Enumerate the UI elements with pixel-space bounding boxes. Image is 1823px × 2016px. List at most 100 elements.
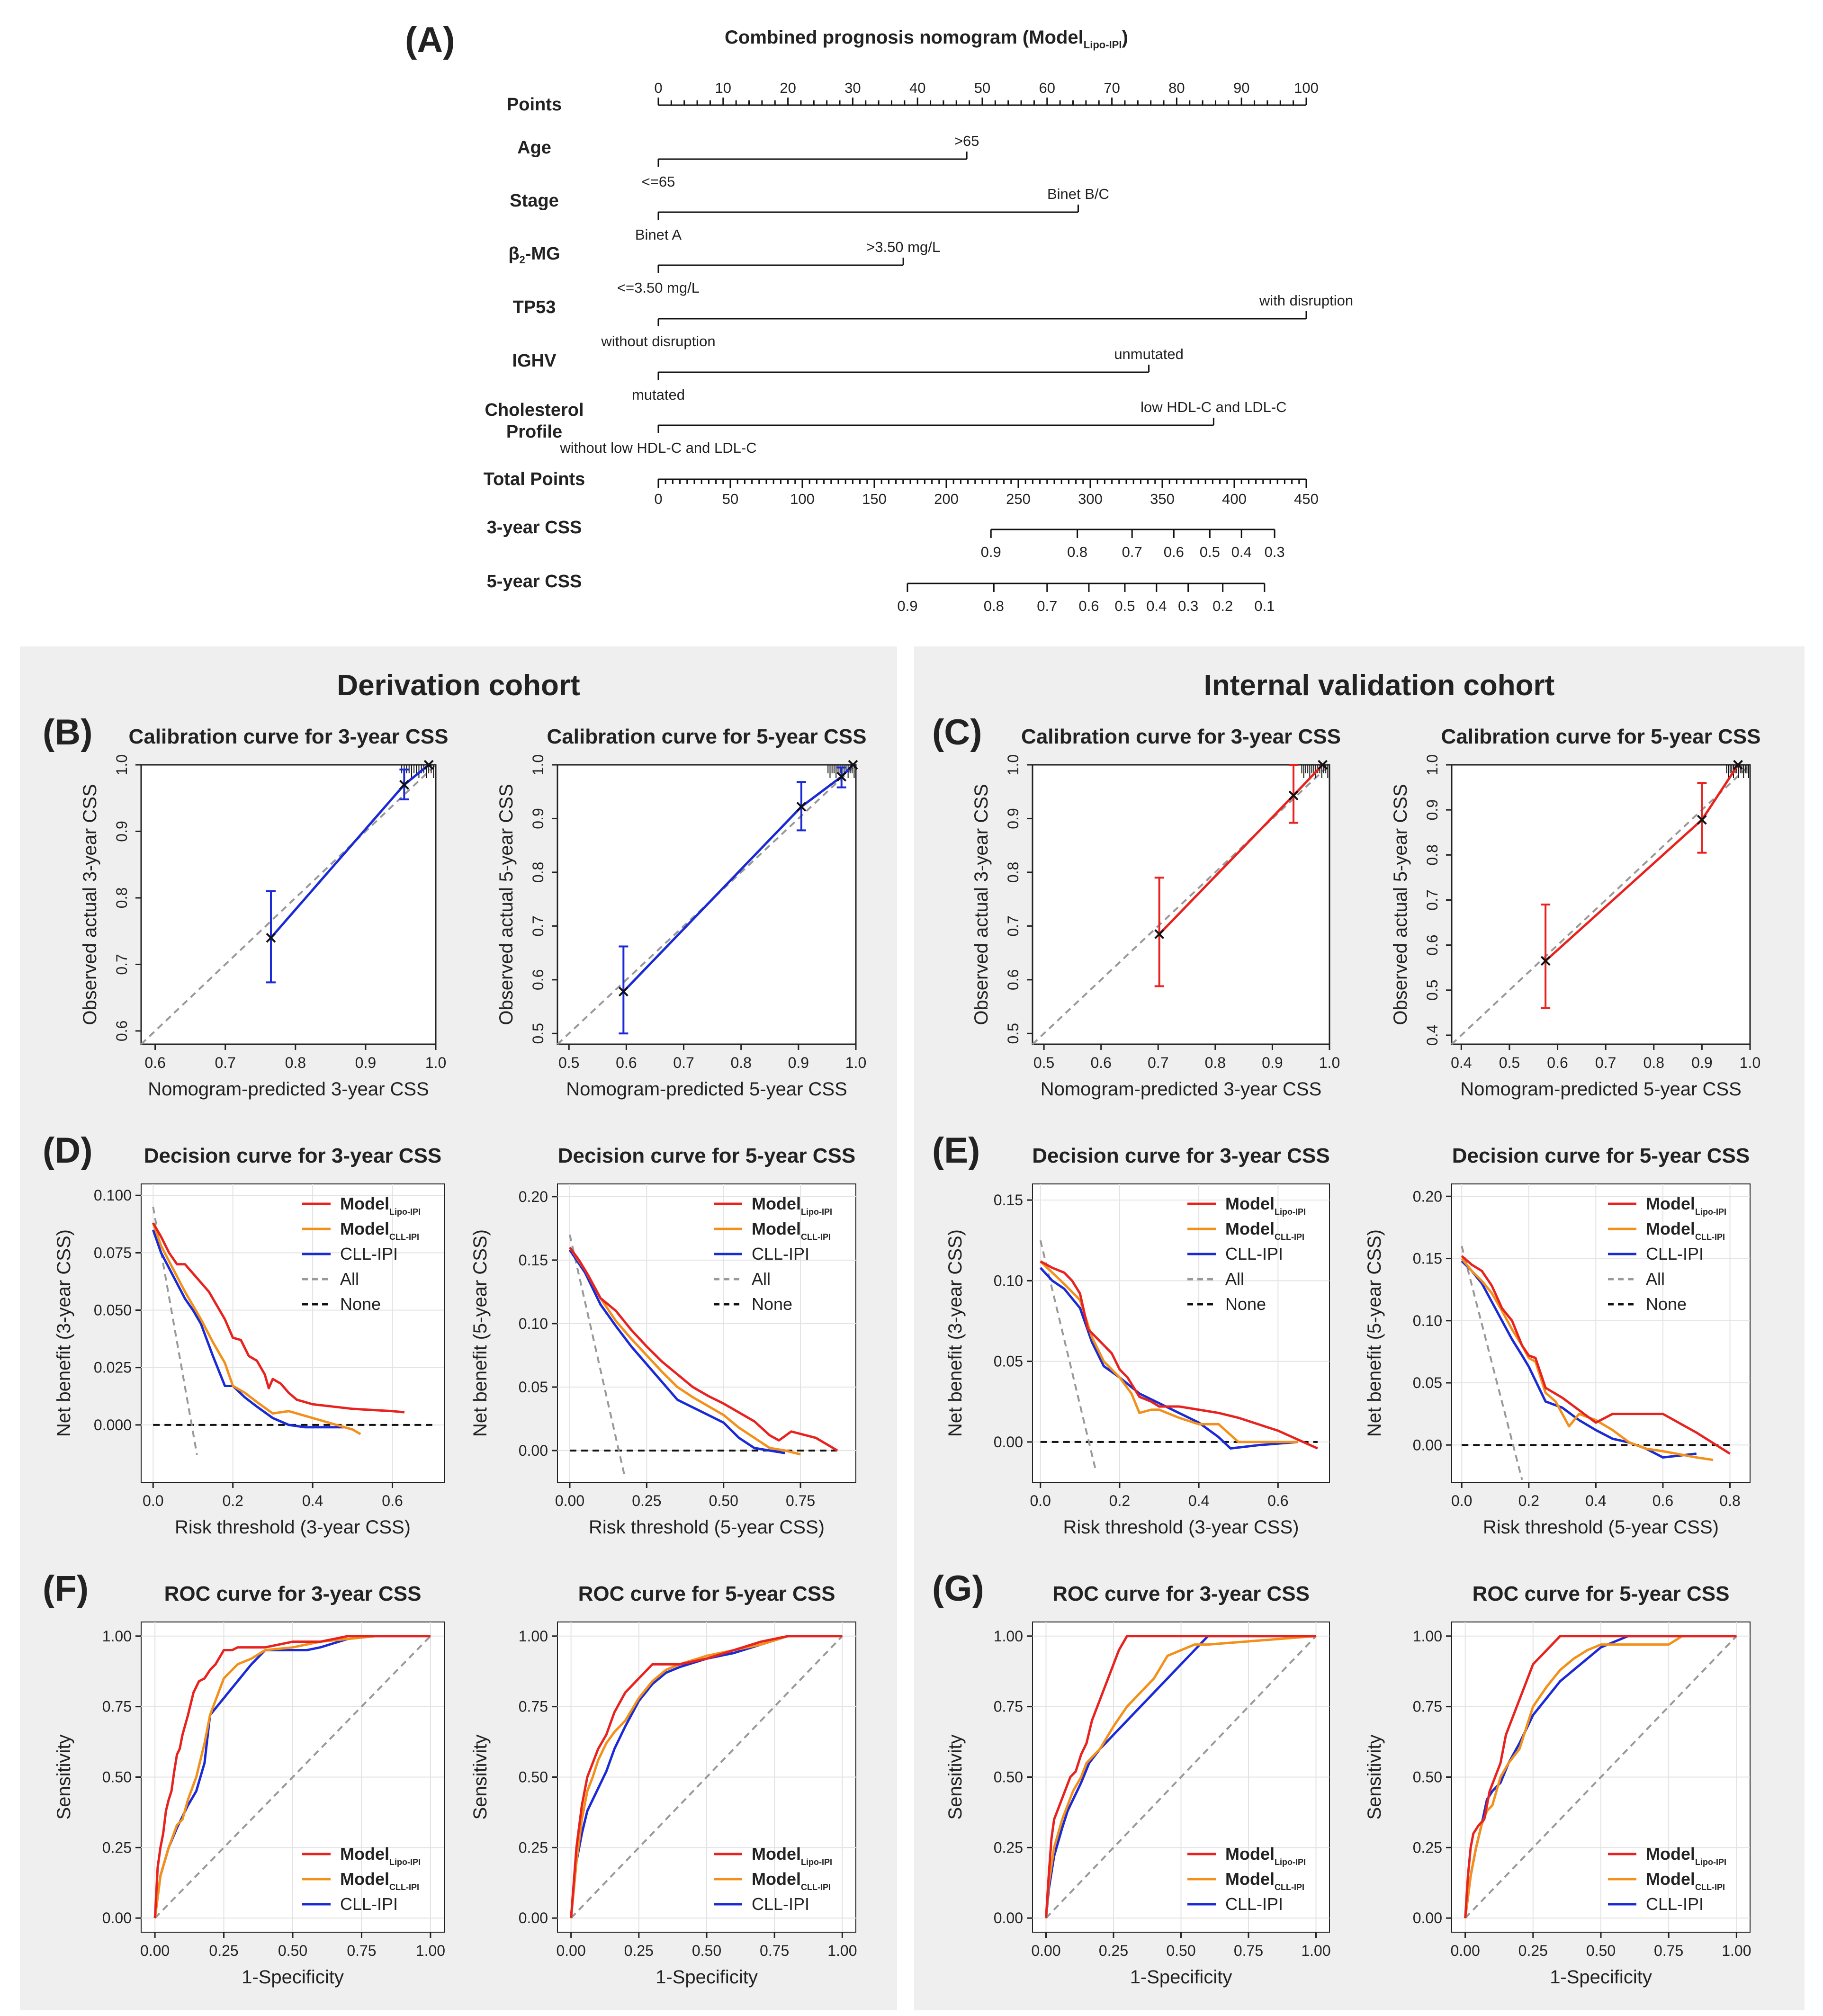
series-line-diagonal xyxy=(570,1635,843,1919)
chart-d2: Decision curve for 5-year CSS 0.00 0.25 0.5… xyxy=(470,1144,856,1538)
x-tick-label: 0.6 xyxy=(616,1054,637,1071)
y-tick-label: 0.15 xyxy=(519,1252,548,1269)
y-axis-label: Net benefit (5-year CSS) xyxy=(470,1229,491,1437)
x-tick-label: 0.4 xyxy=(1188,1492,1209,1509)
y-tick-label: 0.100 xyxy=(94,1187,132,1204)
legend-label-model-lipo-ipi: ModelLipo-IPI xyxy=(340,1194,421,1217)
y-tick-label: 0.7 xyxy=(1424,889,1441,910)
x-tick-label: 0.25 xyxy=(1099,1942,1128,1959)
model-word: Model xyxy=(1646,1219,1695,1238)
y-tick-label: 0.05 xyxy=(519,1379,548,1396)
x-tick-label: 0.9 xyxy=(1262,1054,1283,1071)
y-axis-label: Sensitivity xyxy=(470,1734,491,1819)
calibration-point xyxy=(266,932,276,943)
y-tick-label: 0.10 xyxy=(994,1272,1023,1289)
plot-area xyxy=(140,764,437,1045)
row-level-low: mutated xyxy=(632,386,685,403)
model-word: Model xyxy=(1225,1869,1275,1889)
y-tick-label: 0.00 xyxy=(519,1442,548,1459)
model-word: Model xyxy=(1646,1194,1695,1213)
x-tick-label: 0.00 xyxy=(1031,1942,1060,1959)
model-word: Model xyxy=(1225,1194,1275,1213)
css-tick-label: 0.5 xyxy=(1114,598,1135,614)
chart-title: ROC curve for 5-year CSS xyxy=(578,1582,835,1605)
y-axis-label: Observed actual 3-year CSS xyxy=(971,784,992,1025)
y-tick-label: 0.00 xyxy=(102,1909,132,1926)
y-tick-label: 0.8 xyxy=(1005,862,1022,883)
legend-label-all: All xyxy=(1225,1269,1244,1289)
y-tick-label: 0.75 xyxy=(102,1698,132,1715)
y-axis-label: Observed actual 3-year CSS xyxy=(80,784,100,1025)
y-tick-label: 0.10 xyxy=(519,1315,548,1332)
x-tick-label: 0.50 xyxy=(1166,1942,1195,1959)
row-level-high: low HDL-C and LDL-C xyxy=(1140,399,1286,415)
legend-label-model-lipo-ipi: ModelLipo-IPI xyxy=(340,1844,421,1867)
y-tick-label: 0.50 xyxy=(1413,1769,1442,1786)
series-line-cll-ipi xyxy=(1045,1635,1316,1918)
css-tick-label: 0.9 xyxy=(897,598,917,614)
chart-e1: Decision curve for 3-year CSS 0.0 0.2 0.4 0.… xyxy=(945,1144,1330,1538)
x-axis-label: Risk threshold (5-year CSS) xyxy=(1483,1517,1719,1538)
points-tick-label: 20 xyxy=(780,80,796,96)
chart-title: Calibration curve for 3-year CSS xyxy=(1021,725,1341,748)
model-word: Model xyxy=(1225,1844,1275,1864)
legend-label-model-cll-ipi: ModelCLL-IPI xyxy=(1225,1869,1304,1892)
y-tick-label: 0.25 xyxy=(994,1839,1023,1856)
nomogram-title-part: Combined prognosis nomogram ( xyxy=(725,27,1029,48)
series-line-diagonal xyxy=(1045,1635,1317,1919)
total-tick-label: 50 xyxy=(722,491,738,507)
y-tick-label: 1.0 xyxy=(113,754,130,775)
series-line-diagonal xyxy=(154,1635,431,1919)
legend-label-none: None xyxy=(752,1294,792,1314)
y-tick-label: 1.00 xyxy=(102,1628,132,1645)
row-label-part: β xyxy=(508,244,519,264)
chart-c1: Calibration curve for 3-year CSS 0.5 0.6 0.… xyxy=(971,725,1341,1100)
y-tick-label: 0.20 xyxy=(1413,1188,1442,1205)
legend-label-cll-ipi: CLL-IPI xyxy=(752,1244,809,1263)
y-tick-label: 0.9 xyxy=(113,821,130,842)
css-tick-label: 0.3 xyxy=(1178,598,1198,614)
x-tick-label: 0.6 xyxy=(144,1054,165,1071)
y-tick-label: 0.5 xyxy=(530,1023,547,1044)
x-tick-label: 0.8 xyxy=(1643,1054,1664,1071)
x-tick-label: 0.75 xyxy=(1654,1942,1683,1959)
x-axis-label: 1-Specificity xyxy=(656,1967,758,1988)
x-tick-label: 0.6 xyxy=(1547,1054,1568,1071)
x-tick-label: 1.0 xyxy=(1319,1054,1340,1071)
row-label-part: -MG xyxy=(525,244,560,264)
y-axis-label: Net benefit (3-year CSS) xyxy=(54,1229,74,1437)
model-subscript: CLL-IPI xyxy=(1695,1882,1725,1892)
legend-label-model-lipo-ipi: ModelLipo-IPI xyxy=(1646,1844,1726,1867)
x-tick-label: 0.75 xyxy=(1234,1942,1263,1959)
calibration-point xyxy=(1540,956,1551,966)
legend-label-none: None xyxy=(1225,1294,1266,1314)
model-subscript: Lipo-IPI xyxy=(1275,1207,1306,1217)
x-tick-label: 0.9 xyxy=(788,1054,809,1071)
total-tick-label: 0 xyxy=(654,491,662,507)
calibration-point xyxy=(848,760,858,770)
row-label-total: Total Points xyxy=(484,469,585,489)
row-label-css: 3-year CSS xyxy=(487,518,582,538)
x-axis-label: 1-Specificity xyxy=(1550,1967,1652,1988)
points-tick-label: 50 xyxy=(974,80,990,96)
legend-label-cll-ipi: CLL-IPI xyxy=(1646,1244,1704,1263)
points-tick-label: 60 xyxy=(1039,80,1055,96)
chart-title: Calibration curve for 3-year CSS xyxy=(129,725,449,748)
series-line-cll-ipi xyxy=(568,1249,786,1454)
legend-label-model-cll-ipi: ModelCLL-IPI xyxy=(1646,1869,1725,1892)
x-tick-label: 0.5 xyxy=(558,1054,579,1071)
nomogram-title: Combined prognosis nomogram (ModelLipo-I… xyxy=(725,27,1128,51)
css-tick-label: 0.6 xyxy=(1164,544,1184,560)
row-level-low: without low HDL-C and LDL-C xyxy=(559,439,756,456)
model-subscript: CLL-IPI xyxy=(1275,1882,1304,1892)
x-tick-label: 0.4 xyxy=(1451,1054,1472,1071)
series-line-model-cll-ipi xyxy=(152,1222,361,1435)
x-tick-label: 0.7 xyxy=(1595,1054,1616,1071)
x-axis-label: Nomogram-predicted 3-year CSS xyxy=(148,1079,429,1100)
css3-axis-group: 3-year CSS 0.9 0.8 0.7 0.6 0.5 0.4 0.3 xyxy=(487,518,1285,560)
chart-title: ROC curve for 3-year CSS xyxy=(164,1582,422,1605)
nomogram-row: IGHV unmutated mutated xyxy=(512,346,1184,403)
cohort-title-validation: Internal validation cohort xyxy=(1204,669,1555,702)
y-axis-label: Sensitivity xyxy=(1364,1734,1385,1819)
